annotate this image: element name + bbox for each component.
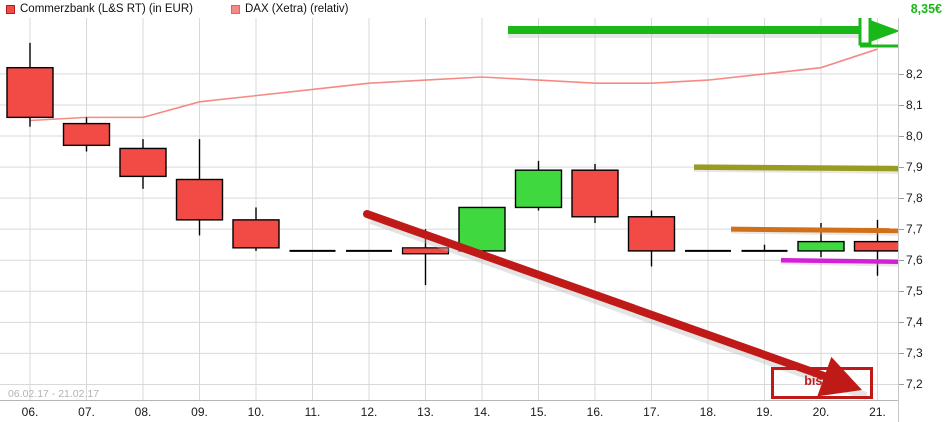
legend-item-commerzbank[interactable]: Commerzbank (L&S RT) (in EUR) bbox=[6, 3, 193, 15]
price-tick-7-7: 7,7 bbox=[906, 222, 923, 237]
price-tick-mark bbox=[899, 104, 904, 106]
price-tick-mark bbox=[899, 260, 904, 262]
date-tick-11: 11. bbox=[304, 405, 321, 419]
target-price-label: 8,35€ bbox=[910, 2, 942, 16]
price-tick-mark bbox=[899, 384, 904, 386]
price-tick-7-2: 7,2 bbox=[906, 377, 923, 392]
date-tick-08: 08. bbox=[134, 405, 152, 419]
chart-plot-area[interactable] bbox=[0, 18, 898, 400]
date-tick-16: 16. bbox=[586, 405, 604, 419]
candle-body bbox=[401, 247, 450, 255]
candle-body bbox=[119, 147, 167, 178]
date-tick-06: 06. bbox=[21, 405, 39, 419]
price-tick-mark bbox=[899, 198, 904, 200]
price-tick-7-5: 7,5 bbox=[906, 284, 923, 299]
candle-body bbox=[853, 240, 898, 252]
legend-label-commerzbank: Commerzbank (L&S RT) (in EUR) bbox=[20, 3, 193, 15]
date-tick-20: 20. bbox=[812, 405, 830, 419]
legend-label-dax: DAX (Xetra) (relativ) bbox=[244, 3, 349, 15]
date-tick-21: 21. bbox=[869, 405, 886, 419]
legend-item-dax[interactable]: DAX (Xetra) (relativ) bbox=[230, 3, 349, 15]
date-tick-18: 18. bbox=[699, 405, 717, 419]
date-tick-17: 17. bbox=[643, 405, 660, 419]
square-red-icon bbox=[6, 4, 15, 14]
price-tick-8-0: 8,0 bbox=[906, 129, 923, 144]
price-tick-7-4: 7,4 bbox=[906, 315, 923, 330]
date-tick-13: 13. bbox=[417, 405, 434, 419]
price-tick-mark bbox=[899, 136, 904, 138]
candle-body bbox=[797, 240, 845, 252]
downside-target-label: bis 6€ bbox=[804, 374, 840, 388]
date-axis: 06. 07. 08. 09. 10. 11. 12. 13. 14. 15. 16. 17. 18. 1… bbox=[0, 400, 898, 422]
price-tick-mark bbox=[899, 353, 904, 355]
price-tick-mark bbox=[899, 167, 904, 169]
price-tick-8-2: 8,2 bbox=[906, 66, 923, 81]
candle-body bbox=[458, 206, 506, 252]
date-tick-12: 12. bbox=[360, 405, 378, 419]
date-tick-19: 19. bbox=[756, 405, 773, 419]
dax-relative-line bbox=[29, 48, 878, 122]
price-tick-7-9: 7,9 bbox=[906, 160, 923, 175]
date-tick-15: 15. bbox=[530, 405, 547, 419]
date-tick-14: 14. bbox=[473, 405, 491, 419]
candle-body bbox=[514, 169, 563, 209]
price-tick-mark bbox=[899, 291, 904, 293]
candle-body bbox=[232, 219, 280, 249]
candle-body bbox=[627, 216, 676, 252]
price-tick-7-3: 7,3 bbox=[906, 346, 923, 361]
price-tick-mark bbox=[899, 322, 904, 324]
candle-body bbox=[175, 178, 224, 221]
date-tick-10: 10. bbox=[247, 405, 265, 419]
price-axis: 8,2 8,1 8,0 7,9 7,8 7,7 7,6 7,5 7,4 7,3 7,2 8,35€ bbox=[898, 0, 945, 422]
price-tick-mark bbox=[899, 73, 904, 75]
candle-body bbox=[62, 122, 111, 147]
square-pale-red-icon bbox=[230, 4, 240, 14]
price-tick-7-8: 7,8 bbox=[906, 191, 923, 206]
candlestick-canvas bbox=[0, 18, 898, 400]
price-tick-7-6: 7,6 bbox=[906, 253, 923, 268]
candle-body bbox=[6, 66, 54, 119]
price-tick-8-1: 8,1 bbox=[906, 97, 923, 112]
date-tick-07: 07. bbox=[78, 405, 95, 419]
price-tick-mark bbox=[899, 229, 904, 231]
chart-legend: Commerzbank (L&S RT) (in EUR) DAX (Xetra… bbox=[0, 0, 945, 18]
date-range-label: 06.02.17 - 21.02.17 bbox=[8, 388, 100, 400]
date-tick-09: 09. bbox=[191, 405, 208, 419]
candle-body bbox=[571, 169, 619, 218]
